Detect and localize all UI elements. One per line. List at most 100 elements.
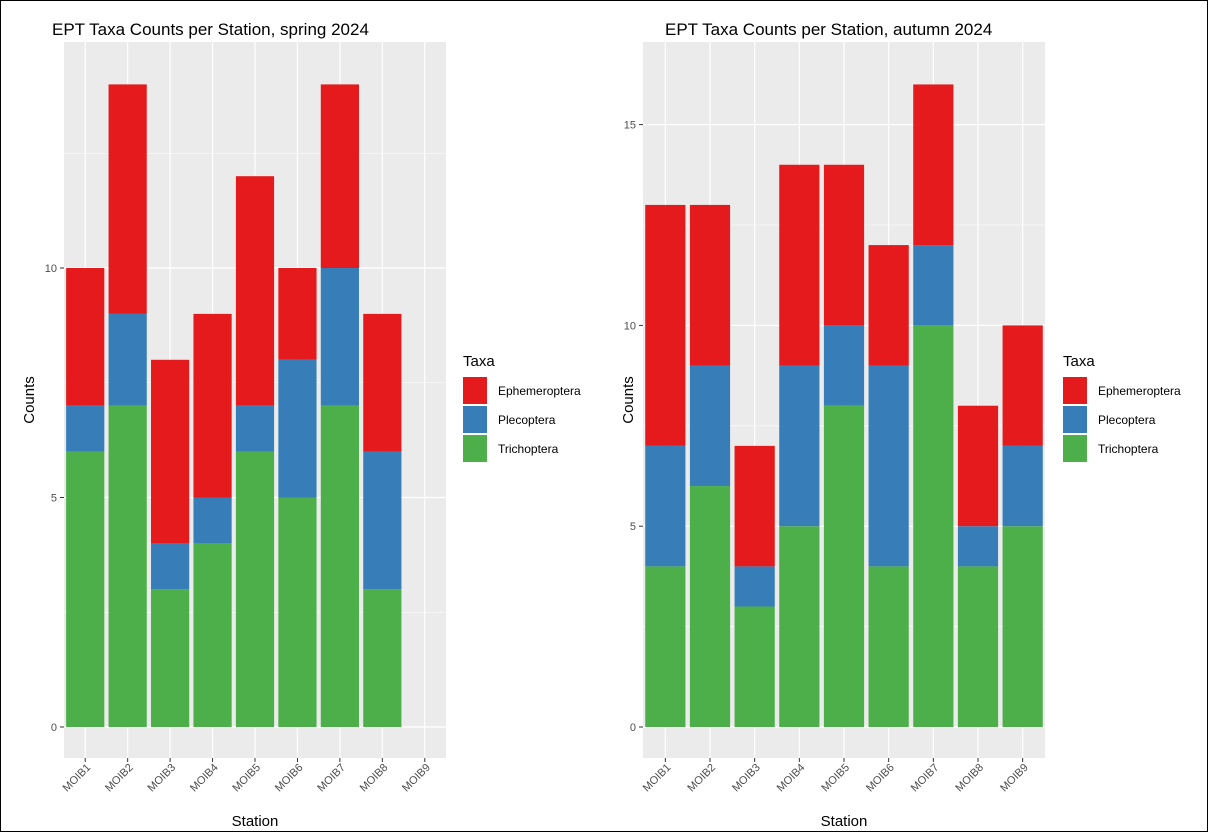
bar-trichoptera-moib9	[1002, 526, 1043, 727]
bar-ephemeroptera-moib5	[823, 164, 865, 326]
bar-ephemeroptera-moib7	[320, 84, 359, 269]
legend-title: Taxa	[1063, 353, 1095, 370]
x-tick-label: MOIB1	[641, 762, 674, 795]
x-tick-label: MOIB4	[775, 762, 808, 795]
bar-ephemeroptera-moib5	[235, 176, 275, 406]
bar-ephemeroptera-moib2	[689, 204, 731, 366]
x-tick-label: MOIB9	[998, 762, 1031, 795]
x-tick-label: MOIB6	[273, 762, 306, 795]
bar-trichoptera-moib5	[235, 451, 275, 727]
bar-ephemeroptera-moib6	[278, 268, 317, 360]
bar-trichoptera-moib7	[913, 325, 954, 727]
chart-title: EPT Taxa Counts per Station, autumn 2024	[665, 20, 992, 39]
bar-trichoptera-moib7	[320, 405, 359, 727]
x-tick-label: MOIB6	[864, 762, 897, 795]
legend-label-plecoptera: Plecoptera	[498, 413, 556, 427]
y-axis-title: Counts	[620, 376, 637, 424]
chart-title: EPT Taxa Counts per Station, spring 2024	[52, 20, 369, 39]
x-tick-label: MOIB5	[819, 762, 852, 795]
x-tick-label: MOIB3	[730, 762, 763, 795]
bar-plecoptera-moib9	[1002, 445, 1043, 527]
legend-key-trichoptera	[463, 435, 487, 462]
legend-key-ephemeroptera	[463, 377, 487, 404]
y-tick-label: 5	[630, 521, 636, 533]
bar-plecoptera-moib2	[108, 313, 147, 406]
x-tick-label: MOIB7	[315, 762, 348, 795]
bar-trichoptera-moib5	[823, 405, 865, 727]
x-tick-label: MOIB1	[61, 762, 94, 795]
bar-ephemeroptera-moib4	[193, 313, 232, 498]
chart-1: 0 5 10 MOIB1 MOIB2 MOIB3 MOIB4 MOIB5 MOIB6 MOIB7 M…	[21, 20, 581, 830]
y-tick-label: 15	[624, 120, 636, 132]
bar-ephemeroptera-moib1	[66, 268, 105, 406]
x-axis-title: Station	[821, 813, 868, 830]
chart-2: 0 5 10 15 MOIB1 MOIB2 MOIB3 MOIB4 MOIB5 MOIB6 MOIB…	[620, 20, 1181, 830]
bar-plecoptera-moib8	[957, 526, 999, 567]
bar-plecoptera-moib4	[193, 497, 232, 544]
bar-plecoptera-moib7	[320, 268, 359, 406]
x-tick-label: MOIB5	[230, 762, 263, 795]
y-tick-label: 10	[45, 263, 57, 275]
bar-ephemeroptera-moib1	[645, 204, 686, 446]
bar-ephemeroptera-moib8	[363, 313, 402, 452]
bar-plecoptera-moib6	[868, 365, 909, 567]
bar-plecoptera-moib1	[66, 405, 105, 452]
y-tick-label: 10	[624, 320, 636, 332]
bar-plecoptera-moib8	[363, 451, 402, 590]
bar-ephemeroptera-moib9	[1002, 325, 1043, 446]
legend-title: Taxa	[463, 353, 495, 370]
y-tick-label: 0	[630, 722, 636, 734]
bar-trichoptera-moib3	[151, 589, 190, 727]
x-tick-label: MOIB8	[358, 762, 391, 795]
legend-label-ephemeroptera: Ephemeroptera	[498, 384, 581, 398]
bar-ephemeroptera-moib4	[779, 164, 820, 366]
y-axis-title: Counts	[21, 376, 38, 424]
bar-plecoptera-moib4	[779, 365, 820, 527]
x-tick-label: MOIB3	[146, 762, 179, 795]
bar-ephemeroptera-moib3	[151, 359, 190, 544]
bar-plecoptera-moib3	[734, 566, 775, 607]
legend-label-plecoptera: Plecoptera	[1098, 413, 1156, 427]
bar-plecoptera-moib7	[913, 245, 954, 326]
legend-key-ephemeroptera	[1063, 377, 1087, 404]
bar-trichoptera-moib8	[957, 566, 999, 727]
bar-ephemeroptera-moib7	[913, 84, 954, 246]
bar-plecoptera-moib2	[689, 365, 731, 487]
bar-ephemeroptera-moib3	[734, 445, 775, 567]
bar-trichoptera-moib8	[363, 589, 402, 727]
bar-ephemeroptera-moib8	[957, 405, 999, 527]
x-axis-title: Station	[232, 813, 279, 830]
bar-plecoptera-moib3	[151, 543, 190, 590]
bar-trichoptera-moib3	[734, 606, 775, 727]
bar-trichoptera-moib1	[645, 566, 686, 727]
bar-trichoptera-moib6	[278, 497, 317, 727]
legend-key-plecoptera	[463, 406, 487, 433]
bar-trichoptera-moib4	[193, 543, 232, 727]
x-tick-label: MOIB8	[953, 762, 986, 795]
legend-label-trichoptera: Trichoptera	[1098, 442, 1159, 456]
bar-trichoptera-moib2	[689, 486, 731, 727]
legend-key-plecoptera	[1063, 406, 1087, 433]
bar-trichoptera-moib2	[108, 405, 147, 727]
x-tick-label: MOIB2	[103, 762, 136, 795]
bar-plecoptera-moib5	[823, 325, 865, 406]
bar-ephemeroptera-moib6	[868, 245, 909, 366]
y-tick-label: 0	[51, 722, 57, 734]
bar-plecoptera-moib1	[645, 445, 686, 567]
legend-label-ephemeroptera: Ephemeroptera	[1098, 384, 1181, 398]
x-tick-label: MOIB7	[909, 762, 942, 795]
bar-plecoptera-moib6	[278, 359, 317, 498]
bar-plecoptera-moib5	[235, 405, 275, 452]
bar-trichoptera-moib6	[868, 566, 909, 727]
bar-ephemeroptera-moib2	[108, 84, 147, 314]
x-tick-label: MOIB2	[685, 762, 718, 795]
x-tick-label: MOIB4	[188, 762, 221, 795]
legend-label-trichoptera: Trichoptera	[498, 442, 559, 456]
x-tick-label: MOIB9	[400, 762, 433, 795]
y-tick-label: 5	[51, 493, 57, 505]
bar-trichoptera-moib1	[66, 451, 105, 727]
legend-key-trichoptera	[1063, 435, 1087, 462]
